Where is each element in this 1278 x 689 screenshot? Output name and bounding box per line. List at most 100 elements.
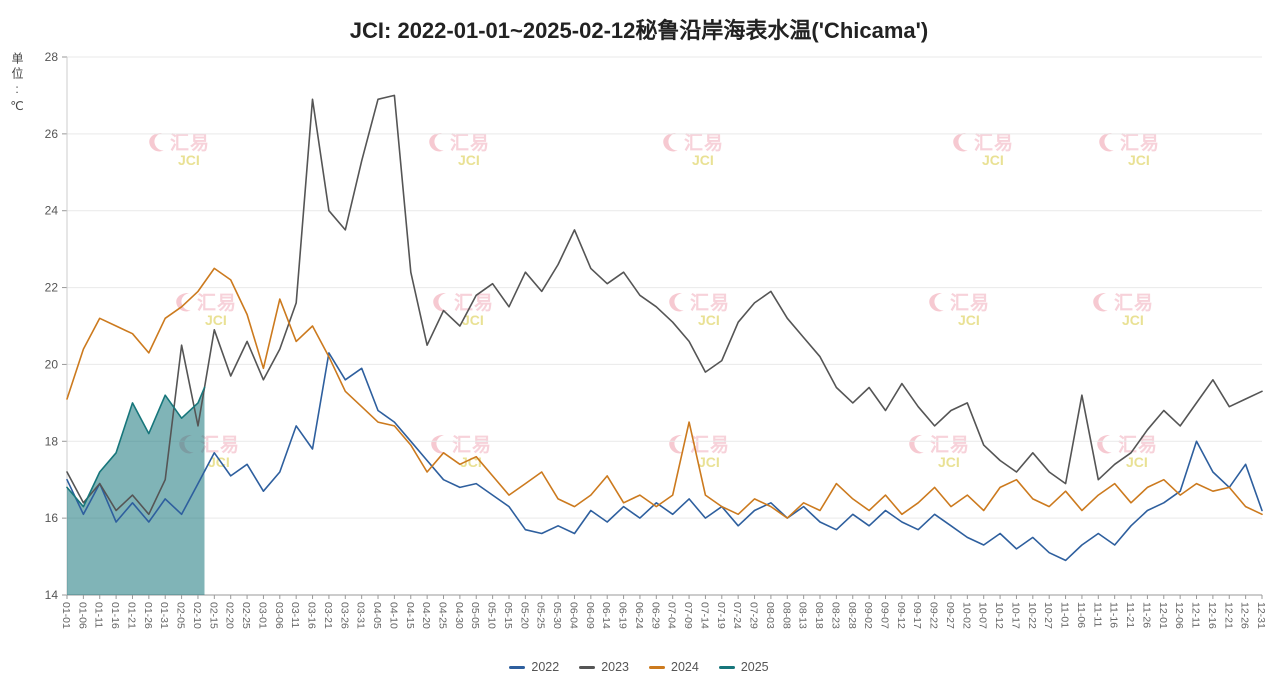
- watermark-cn-text: 汇易: [950, 293, 991, 314]
- x-tick-label: 09-07: [878, 602, 890, 629]
- watermark-cn-text: 汇易: [200, 435, 241, 456]
- jci-logo-icon: [1097, 434, 1112, 453]
- x-tick-label: 10-17: [1009, 602, 1021, 629]
- y-axis-unit-label: 单位:℃: [10, 52, 24, 116]
- x-tick-label: 10-07: [977, 602, 989, 629]
- x-tick-label: 04-25: [437, 602, 449, 629]
- watermark-cn-text: 汇易: [1120, 133, 1161, 154]
- x-tick-label: 01-16: [109, 602, 121, 629]
- x-tick-label: 04-30: [453, 602, 465, 629]
- x-tick-label: 02-20: [224, 602, 236, 629]
- x-tick-label: 03-01: [256, 602, 268, 629]
- watermark-cn-text: 汇易: [930, 435, 971, 456]
- x-tick-label: 05-05: [469, 602, 481, 629]
- y-tick-label: 16: [45, 511, 59, 525]
- watermark: 汇易 JCI: [1098, 128, 1160, 168]
- jci-logo-icon: [929, 292, 944, 311]
- watermark: 汇易 JCI: [1096, 430, 1158, 470]
- x-tick-label: 07-14: [698, 602, 710, 629]
- x-tick-label: 03-31: [355, 602, 367, 629]
- x-tick-label: 08-28: [846, 602, 858, 629]
- watermark-cn-text: 汇易: [170, 133, 211, 154]
- watermark-en-text: JCI: [458, 152, 480, 168]
- x-tick-label: 01-31: [158, 602, 170, 629]
- y-tick-label: 24: [45, 204, 59, 218]
- legend-item-2025[interactable]: 2025: [718, 660, 769, 674]
- x-tick-label: 08-13: [797, 602, 809, 629]
- chart-title: JCI: 2022-01-01~2025-02-12秘鲁沿岸海表水温('Chic…: [349, 18, 929, 43]
- x-tick-label: 05-25: [535, 602, 547, 629]
- x-tick-label: 12-11: [1190, 602, 1202, 628]
- x-tick-label: 03-06: [273, 602, 285, 629]
- x-tick-label: 05-15: [502, 602, 514, 629]
- watermark-cn-text: 汇易: [452, 435, 493, 456]
- legend-item-2022[interactable]: 2022: [509, 660, 559, 674]
- x-tick-label: 03-11: [289, 602, 301, 628]
- watermark: 汇易 JCI: [662, 128, 724, 168]
- jci-logo-icon: [1093, 292, 1108, 311]
- x-tick-label: 04-05: [371, 602, 383, 629]
- x-tick-label: 06-19: [617, 602, 629, 629]
- legend-item-2023[interactable]: 2023: [579, 660, 629, 674]
- series-line-2025: [66, 386, 206, 508]
- y-tick-label: 14: [45, 588, 59, 602]
- watermark-cn-text: 汇易: [690, 435, 731, 456]
- series-line-2022: [66, 352, 1263, 562]
- watermark-cn-text: 汇易: [684, 133, 725, 154]
- x-tick-label: 07-09: [682, 602, 694, 629]
- watermark: 汇易 JCI: [928, 288, 990, 328]
- watermark-en-text: JCI: [692, 152, 714, 168]
- watermark: 汇易 JCI: [668, 288, 730, 328]
- watermark-en-text: JCI: [698, 312, 720, 328]
- legend-label: 2023: [601, 660, 629, 674]
- x-tick-label: 07-24: [731, 602, 743, 629]
- x-tick-label: 05-30: [551, 602, 563, 629]
- watermark-cn-text: 汇易: [974, 133, 1015, 154]
- x-tick-label: 03-26: [338, 602, 350, 629]
- x-tick-label: 11-26: [1140, 602, 1152, 628]
- watermark-en-text: JCI: [938, 454, 960, 470]
- watermark-cn-text: 汇易: [1118, 435, 1159, 456]
- watermark: 汇易 JCI: [908, 430, 970, 470]
- x-tick-label: 12-31: [1255, 602, 1267, 629]
- watermark-en-text: JCI: [698, 454, 720, 470]
- x-tick-label: 01-06: [76, 602, 88, 629]
- x-tick-label: 01-26: [142, 602, 154, 629]
- jci-logo-icon: [669, 292, 684, 311]
- jci-logo-icon: [433, 292, 448, 311]
- jci-logo-icon: [669, 434, 684, 453]
- x-tick-label: 11-01: [1059, 602, 1071, 628]
- legend-item-2024[interactable]: 2024: [649, 660, 699, 674]
- legend-label: 2025: [740, 660, 769, 674]
- y-tick-label: 26: [45, 127, 59, 141]
- watermark-en-text: JCI: [1128, 152, 1150, 168]
- watermark: 汇易 JCI: [428, 128, 490, 168]
- x-tick-label: 07-29: [748, 602, 760, 629]
- jci-logo-icon: [431, 434, 446, 453]
- x-tick-label: 01-21: [125, 602, 137, 629]
- x-tick-label: 10-27: [1042, 602, 1054, 629]
- x-tick-label: 06-24: [633, 602, 645, 629]
- y-tick-label: 20: [45, 357, 59, 371]
- x-tick-label: 03-21: [322, 602, 334, 629]
- watermark-en-text: JCI: [1122, 312, 1144, 328]
- legend-label: 2024: [671, 660, 699, 674]
- x-tick-label: 06-14: [600, 602, 612, 629]
- watermark: 汇易 JCI: [148, 128, 210, 168]
- x-tick-label: 09-27: [944, 602, 956, 629]
- watermark-en-text: JCI: [178, 152, 200, 168]
- x-tick-label: 02-25: [240, 602, 252, 629]
- x-tick-label: 09-12: [895, 602, 907, 629]
- x-tick-label: 09-22: [928, 602, 940, 629]
- x-tick-label: 07-04: [666, 602, 678, 629]
- watermark-en-text: JCI: [982, 152, 1004, 168]
- legend-line-marker: [649, 665, 665, 669]
- x-tick-label: 01-11: [93, 602, 105, 628]
- series-line-2024: [66, 267, 1263, 519]
- x-tick-label: 02-05: [175, 602, 187, 629]
- jci-logo-icon: [1099, 132, 1114, 151]
- x-tick-label: 06-29: [649, 602, 661, 629]
- watermark: 汇易 JCI: [175, 288, 237, 328]
